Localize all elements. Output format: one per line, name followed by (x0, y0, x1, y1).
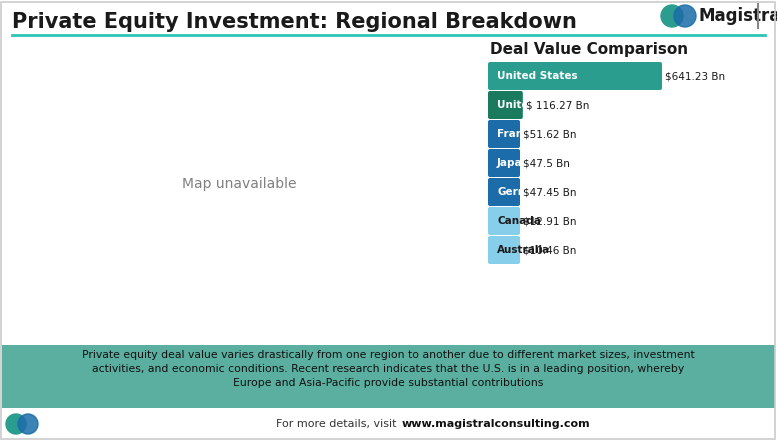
Text: United Kingdoms: United Kingdoms (497, 100, 598, 110)
Text: Germany: Germany (497, 187, 550, 197)
FancyBboxPatch shape (488, 62, 662, 90)
Text: $12.91 Bn: $12.91 Bn (523, 216, 577, 226)
Circle shape (6, 414, 26, 434)
Text: $47.5 Bn: $47.5 Bn (523, 158, 570, 168)
FancyBboxPatch shape (488, 236, 520, 264)
Text: $51.62 Bn: $51.62 Bn (523, 129, 577, 139)
Text: Map unavailable: Map unavailable (182, 177, 296, 191)
Text: Private Equity Investment: Regional Breakdown: Private Equity Investment: Regional Brea… (12, 12, 577, 32)
Text: France: France (497, 129, 536, 139)
Text: $10.46 Bn: $10.46 Bn (523, 245, 577, 255)
Text: Deal Value Comparison: Deal Value Comparison (490, 42, 688, 57)
FancyBboxPatch shape (488, 91, 523, 119)
Circle shape (674, 5, 696, 27)
Text: Australia: Australia (497, 245, 550, 255)
Text: Japan: Japan (497, 158, 530, 168)
FancyBboxPatch shape (488, 207, 520, 235)
Text: www.magistralconsulting.com: www.magistralconsulting.com (402, 419, 591, 429)
FancyBboxPatch shape (2, 408, 775, 438)
Text: Magistral: Magistral (699, 7, 777, 25)
Text: $47.45 Bn: $47.45 Bn (523, 187, 577, 197)
Text: United States: United States (497, 71, 577, 81)
FancyBboxPatch shape (2, 345, 775, 410)
Circle shape (18, 414, 38, 434)
FancyBboxPatch shape (488, 178, 520, 206)
Text: $ 116.27 Bn: $ 116.27 Bn (526, 100, 589, 110)
Circle shape (661, 5, 683, 27)
Text: Private equity deal value varies drastically from one region to another due to d: Private equity deal value varies drastic… (82, 350, 695, 388)
Text: Canada: Canada (497, 216, 541, 226)
Text: $641.23 Bn: $641.23 Bn (665, 71, 725, 81)
FancyBboxPatch shape (488, 149, 520, 177)
Text: For more details, visit: For more details, visit (276, 419, 400, 429)
FancyBboxPatch shape (488, 120, 520, 148)
